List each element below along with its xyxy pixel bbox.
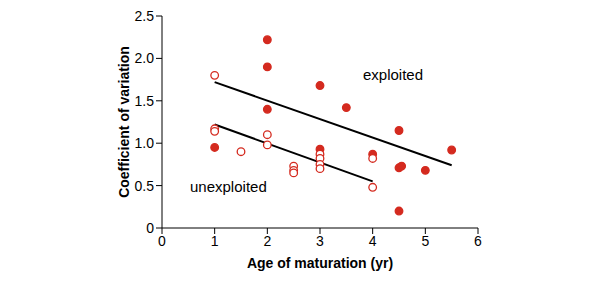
svg-text:Age of maturation (yr): Age of maturation (yr) <box>247 255 393 271</box>
svg-text:1: 1 <box>211 233 219 249</box>
svg-text:2.0: 2.0 <box>135 50 155 66</box>
svg-text:unexploited: unexploited <box>190 178 267 195</box>
svg-text:1.0: 1.0 <box>135 135 155 151</box>
svg-text:0: 0 <box>146 220 154 236</box>
svg-text:Coefficient of variation: Coefficient of variation <box>116 46 132 198</box>
svg-text:2: 2 <box>263 233 271 249</box>
svg-text:2.5: 2.5 <box>135 8 155 24</box>
svg-text:0.5: 0.5 <box>135 178 155 194</box>
svg-text:1.5: 1.5 <box>135 93 155 109</box>
svg-text:3: 3 <box>316 233 324 249</box>
svg-text:6: 6 <box>474 233 482 249</box>
svg-text:4: 4 <box>369 233 377 249</box>
svg-text:exploited: exploited <box>363 66 423 83</box>
svg-text:0: 0 <box>158 233 166 249</box>
svg-text:5: 5 <box>421 233 429 249</box>
